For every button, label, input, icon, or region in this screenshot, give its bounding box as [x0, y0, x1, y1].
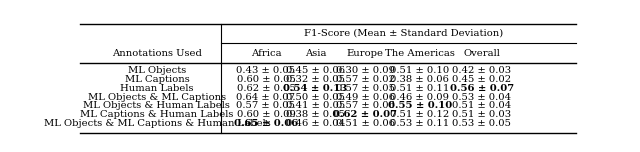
Text: 0.54 ± 0.13: 0.54 ± 0.13: [284, 84, 348, 93]
Text: ML Objects & ML Captions & Human Labels: ML Objects & ML Captions & Human Labels: [44, 119, 270, 128]
Text: 0.30 ± 0.09: 0.30 ± 0.09: [336, 66, 395, 75]
Text: 0.60 ± 0.09: 0.60 ± 0.09: [237, 110, 296, 119]
Text: 0.49 ± 0.06: 0.49 ± 0.06: [336, 93, 395, 102]
Text: 0.42 ± 0.03: 0.42 ± 0.03: [452, 66, 511, 75]
Text: 0.53 ± 0.11: 0.53 ± 0.11: [390, 119, 449, 128]
Text: 0.51 ± 0.04: 0.51 ± 0.04: [452, 101, 511, 110]
Text: 0.57 ± 0.06: 0.57 ± 0.06: [336, 101, 395, 110]
Text: 0.53 ± 0.05: 0.53 ± 0.05: [452, 119, 511, 128]
Text: ML Objects & Human Labels: ML Objects & Human Labels: [83, 101, 230, 110]
Text: 0.62 ± 0.07: 0.62 ± 0.07: [333, 110, 397, 119]
Text: ML Captions & Human Labels: ML Captions & Human Labels: [80, 110, 234, 119]
Text: 0.50 ± 0.05: 0.50 ± 0.05: [286, 93, 345, 102]
Text: ML Objects: ML Objects: [128, 66, 186, 75]
Text: 0.57 ± 0.02: 0.57 ± 0.02: [336, 75, 395, 84]
Text: 0.41 ± 0.05: 0.41 ± 0.05: [286, 101, 345, 110]
Text: 0.51 ± 0.06: 0.51 ± 0.06: [336, 119, 395, 128]
Text: ML Objects & ML Captions: ML Objects & ML Captions: [88, 93, 226, 102]
Text: 0.51 ± 0.10: 0.51 ± 0.10: [390, 66, 449, 75]
Text: Human Labels: Human Labels: [120, 84, 194, 93]
Text: 0.51 ± 0.11: 0.51 ± 0.11: [390, 84, 449, 93]
Text: 0.53 ± 0.04: 0.53 ± 0.04: [452, 93, 511, 102]
Text: 0.38 ± 0.05: 0.38 ± 0.05: [286, 110, 345, 119]
Text: 0.57 ± 0.05: 0.57 ± 0.05: [237, 101, 296, 110]
Text: The Americas: The Americas: [385, 49, 454, 58]
Text: Asia: Asia: [305, 49, 326, 58]
Text: 0.43 ± 0.05: 0.43 ± 0.05: [236, 66, 296, 75]
Text: Overall: Overall: [463, 49, 500, 58]
Text: 0.32 ± 0.05: 0.32 ± 0.05: [286, 75, 345, 84]
Text: 0.46 ± 0.09: 0.46 ± 0.09: [390, 93, 449, 102]
Text: F1-Score (Mean ± Standard Deviation): F1-Score (Mean ± Standard Deviation): [304, 29, 503, 38]
Text: 0.45 ± 0.06: 0.45 ± 0.06: [286, 66, 345, 75]
Text: 0.46 ± 0.04: 0.46 ± 0.04: [286, 119, 345, 128]
Text: ML Captions: ML Captions: [125, 75, 189, 84]
Text: Europe: Europe: [347, 49, 384, 58]
Text: Annotations Used: Annotations Used: [112, 49, 202, 58]
Text: 0.38 ± 0.06: 0.38 ± 0.06: [390, 75, 449, 84]
Text: 0.45 ± 0.02: 0.45 ± 0.02: [452, 75, 511, 84]
Text: 0.51 ± 0.12: 0.51 ± 0.12: [390, 110, 449, 119]
Text: 0.55 ± 0.10: 0.55 ± 0.10: [388, 101, 452, 110]
Text: 0.64 ± 0.07: 0.64 ± 0.07: [237, 93, 296, 102]
Text: 0.62 ± 0.05: 0.62 ± 0.05: [237, 84, 296, 93]
Text: Africa: Africa: [251, 49, 282, 58]
Text: 0.51 ± 0.03: 0.51 ± 0.03: [452, 110, 511, 119]
Text: 0.60 ± 0.05: 0.60 ± 0.05: [237, 75, 296, 84]
Text: 0.56 ± 0.07: 0.56 ± 0.07: [450, 84, 514, 93]
Text: 0.65 ± 0.06: 0.65 ± 0.06: [234, 119, 298, 128]
Text: 0.57 ± 0.05: 0.57 ± 0.05: [336, 84, 395, 93]
